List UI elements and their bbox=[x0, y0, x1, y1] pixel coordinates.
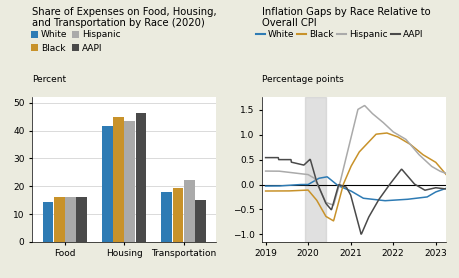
Bar bbox=[304, 97, 325, 242]
Text: and Transportation by Race (2020): and Transportation by Race (2020) bbox=[32, 18, 205, 28]
Legend: White, Black, Hispanic, AAPI: White, Black, Hispanic, AAPI bbox=[252, 27, 426, 43]
Bar bbox=[135, 113, 146, 242]
Text: Overall CPI: Overall CPI bbox=[262, 18, 316, 28]
Bar bbox=[161, 192, 172, 242]
Bar bbox=[172, 188, 183, 242]
Bar bbox=[184, 180, 194, 242]
Text: Share of Expenses on Food, Housing,: Share of Expenses on Food, Housing, bbox=[32, 7, 216, 17]
Text: Percent: Percent bbox=[32, 75, 66, 84]
Bar bbox=[113, 117, 123, 242]
Bar bbox=[76, 197, 87, 242]
Bar bbox=[124, 121, 135, 242]
Bar bbox=[54, 197, 64, 242]
Legend: White, Black, Hispanic, AAPI: White, Black, Hispanic, AAPI bbox=[28, 27, 124, 56]
Bar bbox=[102, 126, 112, 242]
Bar bbox=[65, 197, 76, 242]
Bar bbox=[43, 202, 53, 242]
Bar bbox=[195, 200, 205, 242]
Text: Percentage points: Percentage points bbox=[262, 75, 343, 84]
Text: Inflation Gaps by Race Relative to: Inflation Gaps by Race Relative to bbox=[262, 7, 430, 17]
